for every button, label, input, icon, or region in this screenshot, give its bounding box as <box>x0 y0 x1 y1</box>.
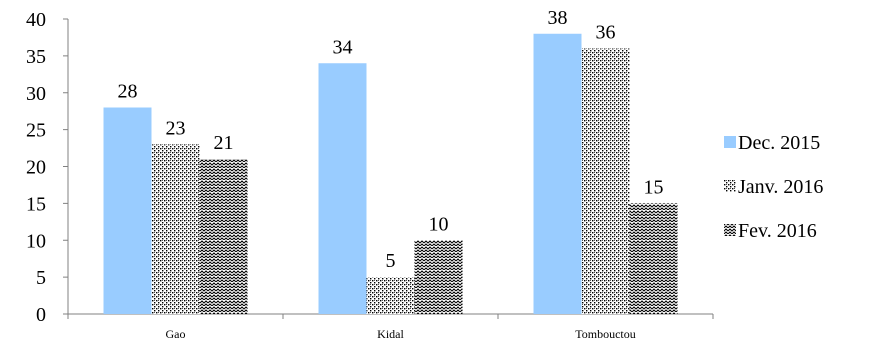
y-tick-label: 15 <box>26 193 46 215</box>
data-label: 23 <box>166 117 186 139</box>
legend-label: Fev. 2016 <box>738 220 817 242</box>
data-label: 10 <box>429 213 449 235</box>
y-tick-label: 10 <box>26 230 46 252</box>
y-tick-label: 20 <box>26 157 46 179</box>
legend-swatch <box>724 136 736 148</box>
data-label: 36 <box>596 22 616 44</box>
x-tick-label: Tombouctou <box>575 327 636 341</box>
bar <box>534 34 582 314</box>
y-tick-label: 25 <box>26 120 46 142</box>
legend-swatch <box>724 224 736 236</box>
data-label: 21 <box>214 132 234 154</box>
legend: Dec. 2015 Janv. 2016 Fev. 2016 <box>724 132 823 242</box>
legend-swatch <box>724 180 736 192</box>
bar <box>152 144 200 314</box>
data-label: 28 <box>118 81 138 103</box>
bar <box>104 108 152 315</box>
x-tick-label: Gao <box>166 327 186 341</box>
bar <box>200 159 248 314</box>
bar <box>415 240 463 314</box>
legend-label: Janv. 2016 <box>738 176 823 198</box>
bar <box>630 203 678 314</box>
y-tick-label: 35 <box>26 46 46 68</box>
data-label: 15 <box>644 176 664 198</box>
data-label: 38 <box>548 7 568 29</box>
y-tick-label: 5 <box>36 267 46 289</box>
x-tick-label: Kidal <box>377 327 404 341</box>
y-tick-label: 0 <box>36 304 46 326</box>
y-tick-label: 40 <box>26 9 46 31</box>
legend-label: Dec. 2015 <box>738 132 820 154</box>
bar <box>319 63 367 314</box>
y-tick-label: 30 <box>26 83 46 105</box>
data-label: 5 <box>386 250 396 272</box>
bar <box>367 277 415 314</box>
bar <box>582 49 630 315</box>
data-label: 34 <box>333 36 353 58</box>
